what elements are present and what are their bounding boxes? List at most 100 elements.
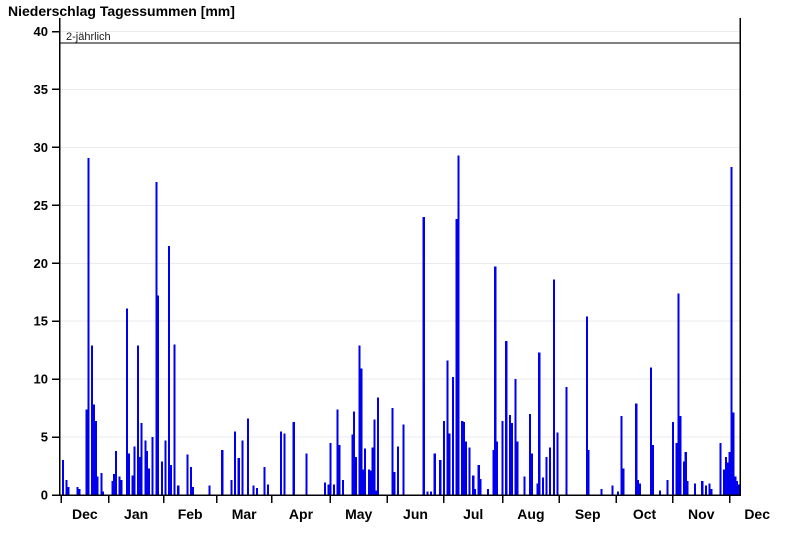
bar xyxy=(393,471,396,495)
bar xyxy=(91,345,94,495)
bar xyxy=(508,415,511,495)
bar xyxy=(338,445,341,495)
bar xyxy=(529,413,532,495)
bar xyxy=(448,433,451,495)
bar xyxy=(530,453,533,495)
bar xyxy=(358,345,361,495)
bar xyxy=(100,473,103,495)
bar xyxy=(329,442,332,495)
bar xyxy=(118,476,121,495)
bar xyxy=(147,468,150,495)
bar xyxy=(726,462,729,495)
bar xyxy=(126,308,129,495)
bar xyxy=(151,437,154,495)
bar xyxy=(173,344,176,495)
bar xyxy=(115,451,118,495)
bar xyxy=(263,467,266,495)
bar xyxy=(457,155,460,495)
x-axis-labels: Dec Jan Feb Mar Apr May Jun Jul Aug Sep Oct Nov Dec xyxy=(72,506,770,522)
bar xyxy=(704,485,707,495)
bar xyxy=(292,422,295,495)
bar xyxy=(549,447,552,495)
bar xyxy=(140,423,143,495)
threshold-group: 2-jährlich xyxy=(60,31,740,44)
bar xyxy=(160,461,163,495)
bar xyxy=(708,483,711,495)
bar xyxy=(169,464,172,495)
bar xyxy=(679,416,682,495)
bar xyxy=(635,403,638,495)
bar xyxy=(523,476,526,495)
bar xyxy=(327,484,330,495)
bar xyxy=(279,431,282,495)
y-tick-label: 5 xyxy=(41,430,48,445)
bar xyxy=(241,440,244,495)
bar xyxy=(355,456,358,495)
bar xyxy=(305,453,308,495)
bar xyxy=(362,469,365,495)
bar xyxy=(675,442,678,495)
bar xyxy=(585,316,588,495)
bar xyxy=(452,376,455,495)
y-tick-label: 0 xyxy=(41,488,48,503)
bar xyxy=(61,460,64,495)
bar xyxy=(138,456,141,495)
y-tick-label: 15 xyxy=(34,314,48,329)
bar xyxy=(622,468,625,495)
bar xyxy=(87,157,90,496)
bar xyxy=(616,491,619,495)
bar xyxy=(737,484,740,495)
month-label: Aug xyxy=(517,506,544,522)
month-label: May xyxy=(345,506,372,522)
bar xyxy=(136,345,139,495)
month-label: Mar xyxy=(232,506,257,522)
bar xyxy=(651,445,654,495)
bar xyxy=(369,470,372,495)
bar xyxy=(133,446,136,495)
bar xyxy=(426,491,429,495)
bar xyxy=(283,433,286,495)
bar xyxy=(552,279,555,495)
bar xyxy=(120,479,123,495)
bar xyxy=(364,448,367,495)
bar xyxy=(666,479,669,495)
bar xyxy=(479,478,482,495)
month-label: Feb xyxy=(178,506,203,522)
bar xyxy=(391,408,394,495)
bar xyxy=(701,481,704,495)
y-axis-labels: 0 5 10 15 20 25 30 35 40 xyxy=(34,24,48,503)
bar xyxy=(719,442,722,495)
bar xyxy=(541,477,544,495)
bar xyxy=(677,293,680,495)
bar xyxy=(682,461,685,495)
bar xyxy=(620,416,623,495)
bar xyxy=(164,440,167,495)
bar xyxy=(492,449,495,495)
bar xyxy=(93,404,96,495)
bar xyxy=(373,419,376,495)
bar xyxy=(85,409,88,495)
bar xyxy=(734,476,737,495)
bar xyxy=(637,479,640,495)
chart-title: Niederschlag Tagessummen [mm] xyxy=(8,3,235,19)
bar xyxy=(736,481,739,495)
bar xyxy=(536,483,539,495)
bar xyxy=(336,409,339,495)
bar xyxy=(659,490,662,495)
bar xyxy=(600,489,603,495)
bar xyxy=(131,475,134,495)
bar xyxy=(230,479,233,495)
bar xyxy=(461,420,464,495)
month-label: Jan xyxy=(124,506,148,522)
bar xyxy=(422,216,425,495)
y-tick-label: 20 xyxy=(34,256,48,271)
month-label: Jun xyxy=(403,506,428,522)
bar xyxy=(78,489,81,495)
bar xyxy=(76,486,79,495)
bar xyxy=(725,456,728,495)
bar xyxy=(430,491,433,495)
bar xyxy=(474,489,477,495)
bar xyxy=(397,446,400,495)
month-label: Apr xyxy=(289,506,314,522)
bar xyxy=(353,411,356,495)
